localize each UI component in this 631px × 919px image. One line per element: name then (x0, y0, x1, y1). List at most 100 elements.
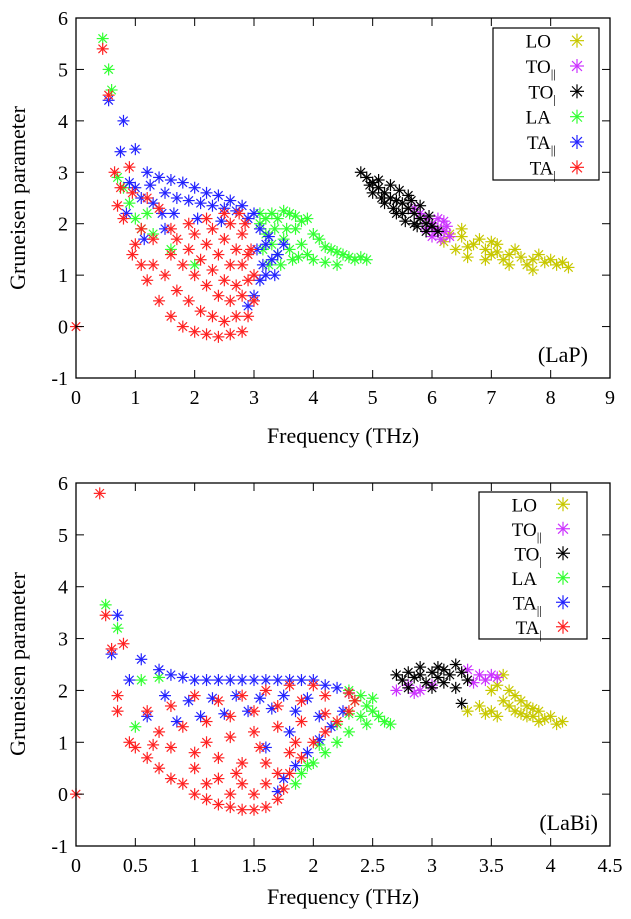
data-point (259, 757, 272, 770)
data-point (153, 762, 166, 775)
data-point-stroke (237, 229, 247, 239)
data-point-stroke (261, 779, 271, 789)
data-point (319, 746, 332, 759)
data-point-stroke (201, 239, 212, 249)
data-point-stroke (320, 242, 330, 252)
legend-marker-stroke (571, 35, 583, 47)
data-point-stroke (320, 747, 330, 758)
data-point (188, 746, 201, 759)
data-point-stroke (406, 195, 416, 206)
data-point-stroke (190, 183, 200, 193)
data-point-stroke (124, 198, 135, 208)
x-tick-label: 1 (190, 855, 200, 877)
data-point-stroke (142, 208, 152, 219)
data-point-stroke (225, 329, 235, 339)
data-point (384, 179, 397, 192)
x-tick-label: 6 (427, 387, 437, 409)
data-point-stroke (213, 675, 224, 685)
data-point (319, 689, 332, 702)
data-point-stroke (225, 802, 235, 812)
data-point-stroke (98, 33, 108, 44)
y-tick-label: 1 (58, 732, 68, 754)
data-point-stroke (344, 706, 354, 716)
data-point (224, 801, 237, 814)
data-point-stroke (320, 727, 330, 737)
y-tick-label: 5 (58, 59, 68, 81)
data-point (503, 258, 516, 271)
legend-label: TA| (516, 618, 542, 642)
x-tick-label: 9 (605, 387, 615, 409)
data-point-stroke (504, 685, 514, 696)
data-point-stroke (231, 244, 241, 255)
legend-marker (570, 33, 584, 48)
data-point (188, 689, 201, 702)
data-point-stroke (172, 234, 182, 244)
x-tick-label: 1.5 (242, 855, 267, 877)
data-point-stroke (462, 706, 473, 716)
data-point-stroke (178, 177, 188, 188)
data-point-stroke (124, 737, 135, 747)
legend-marker (556, 595, 570, 610)
data-point (230, 243, 243, 256)
data-point-stroke (154, 172, 164, 183)
data-point-stroke (480, 709, 491, 719)
data-point (268, 269, 281, 282)
data-point (230, 279, 243, 292)
legend-marker-stroke (557, 498, 569, 510)
data-point (182, 217, 195, 230)
data-point (212, 751, 225, 764)
data-point (414, 199, 427, 212)
data-point-stroke (190, 675, 200, 685)
data-point-stroke (273, 249, 283, 260)
data-point-stroke (201, 188, 212, 198)
data-point-stroke (213, 190, 224, 201)
data-point-stroke (368, 706, 378, 716)
data-point-stroke (445, 231, 455, 242)
data-point-stroke (109, 167, 120, 177)
data-point (503, 684, 516, 697)
data-point (461, 674, 474, 687)
legend-marker-stroke (557, 621, 569, 633)
data-point (538, 712, 551, 725)
data-point-stroke (219, 709, 229, 719)
data-point (414, 661, 427, 674)
data-point-stroke (184, 296, 194, 306)
data-point (206, 310, 219, 323)
legend-marker (556, 546, 570, 561)
data-point-stroke (522, 701, 532, 711)
data-point (491, 238, 504, 251)
data-point-stroke (219, 234, 229, 244)
data-point (188, 228, 201, 240)
data-point-stroke (166, 224, 176, 234)
data-point-stroke (320, 257, 330, 267)
data-point-stroke (296, 753, 307, 763)
data-point-stroke (308, 680, 318, 690)
data-point (141, 751, 154, 764)
data-point (200, 674, 213, 687)
data-point-stroke (284, 768, 295, 779)
data-point (301, 759, 314, 772)
y-tick-label: 3 (58, 162, 68, 184)
legend-label: LA (512, 569, 538, 590)
data-point-stroke (421, 226, 431, 237)
data-point (182, 243, 195, 256)
data-point-stroke (160, 270, 170, 280)
data-point (387, 202, 400, 215)
data-point-stroke (106, 644, 117, 654)
data-point-stroke (424, 211, 434, 221)
legend-marker-stroke (571, 85, 583, 97)
data-point (224, 217, 237, 230)
data-point-stroke (308, 229, 318, 239)
data-point (248, 788, 260, 801)
data-point (194, 305, 207, 318)
x-tick-label: 4 (308, 387, 318, 409)
data-point (99, 598, 112, 611)
data-point (218, 315, 231, 328)
data-point-stroke (296, 675, 307, 685)
data-point-stroke (145, 180, 155, 190)
series-LO (461, 668, 569, 731)
data-point (236, 228, 249, 240)
data-point-stroke (403, 683, 413, 693)
data-point-stroke (178, 672, 188, 683)
